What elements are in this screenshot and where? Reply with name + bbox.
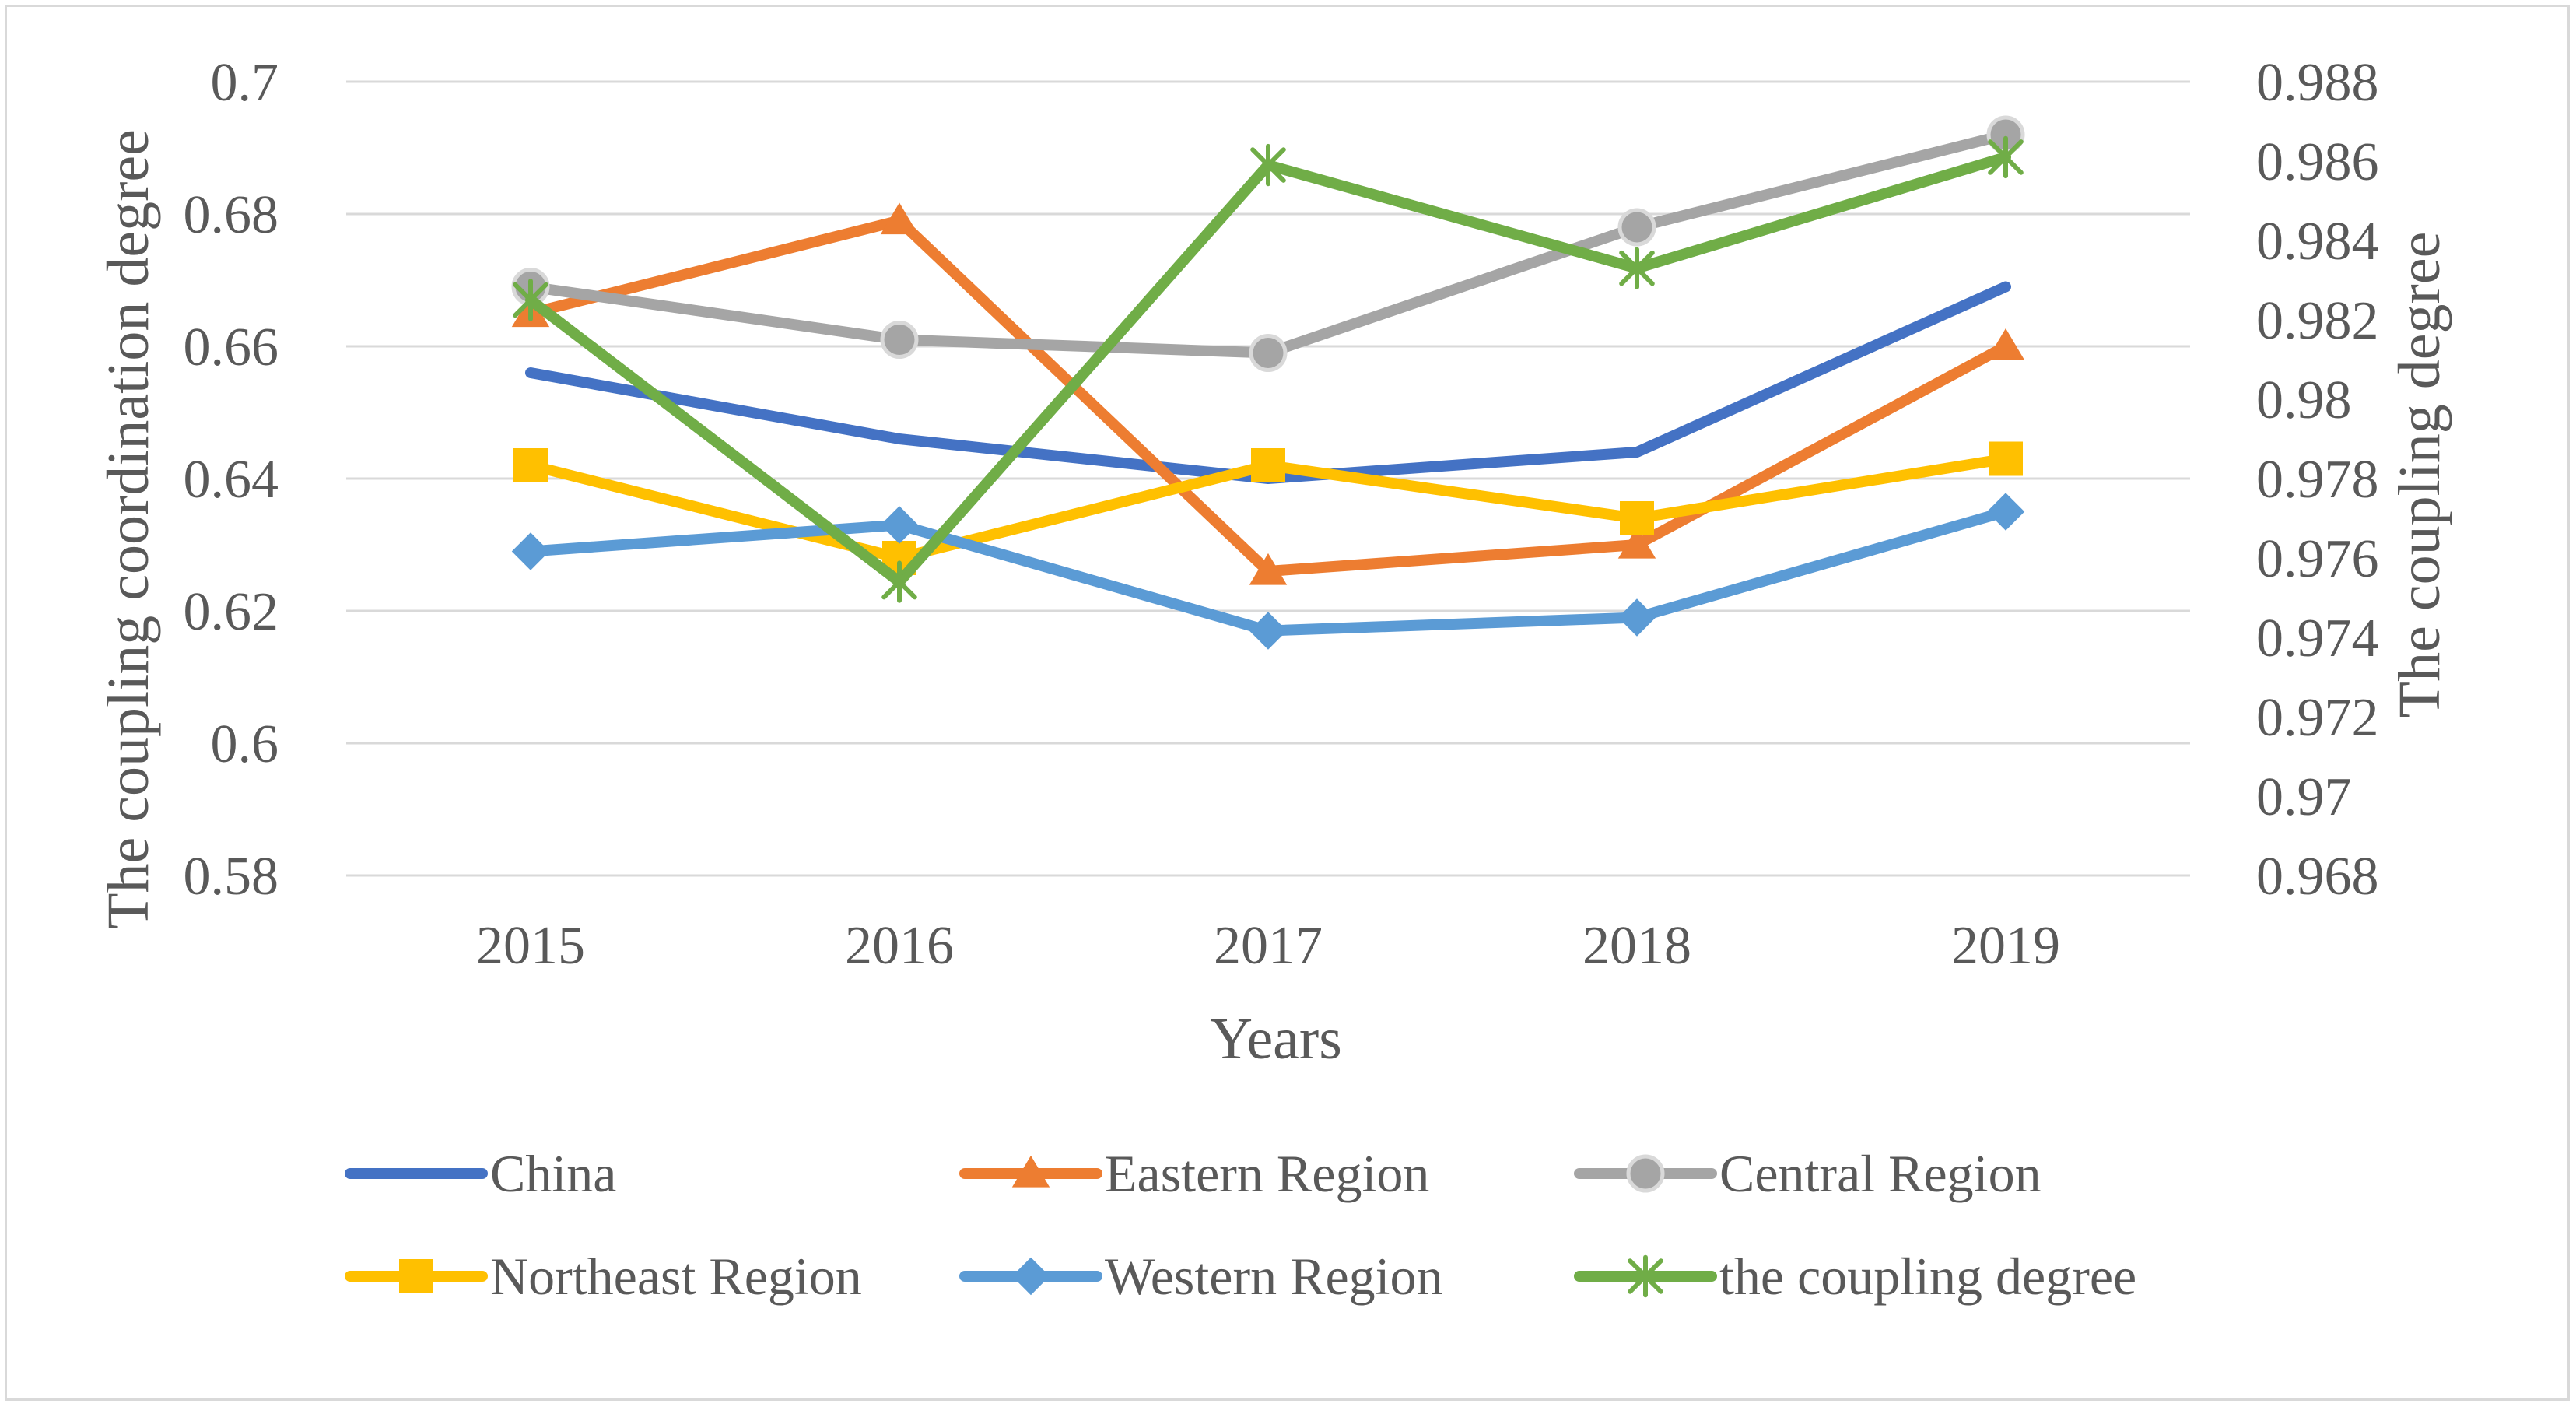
x-tick-label: 2019 [1951,916,2060,976]
y2-tick-label: 0.986 [2256,132,2379,192]
legend-item-central-region: Central Region [1574,1144,2042,1203]
circle-marker [1617,208,1656,247]
triangle-marker [1011,1155,1050,1188]
diamond-marker [1617,598,1656,637]
square-marker [1251,448,1285,482]
legend-item-china: China [345,1144,616,1203]
y-tick-label: 0.6 [211,714,279,774]
series-eastern-region [511,202,2025,585]
legend-label: China [490,1144,616,1203]
series-western-region [511,493,2025,650]
triangle-marker [880,202,919,235]
right-axis-ticks: 0.968 0.97 0.972 0.974 0.976 0.978 0.98 0.982 0.… [2256,53,2379,907]
diamond-marker [880,506,919,544]
x-tick-label: 2015 [476,916,585,976]
series-central-region [511,115,2025,372]
square-marker [1989,441,2023,476]
asterisk-marker [1628,1254,1663,1298]
diamond-marker [511,532,550,570]
legend-label: Western Region [1105,1247,1443,1306]
square-marker [399,1259,433,1293]
diamond-marker [1011,1257,1050,1296]
series-northeast-region [513,441,2023,575]
y2-tick-label: 0.982 [2256,291,2379,351]
asterisk-marker [1250,143,1286,187]
asterisk-marker [881,560,917,603]
legend-label: Eastern Region [1105,1144,1429,1203]
y-tick-label: 0.62 [184,582,279,642]
y2-axis-title: The coupling degree [2387,232,2452,718]
triangle-marker [1249,553,1288,585]
asterisk-marker [1988,135,2024,179]
y2-tick-label: 0.968 [2256,847,2379,907]
legend-item-the-coupling-degree: the coupling degree [1574,1247,2136,1306]
legend-label: Northeast Region [490,1247,862,1306]
y-tick-label: 0.68 [184,185,279,245]
y2-tick-label: 0.97 [2256,767,2352,827]
legend: China Eastern Region Central Region Northea… [345,1144,2136,1306]
y2-tick-label: 0.98 [2256,370,2352,430]
series-the-coupling-degree [513,135,2024,603]
y2-tick-label: 0.972 [2256,688,2379,748]
y-axis-title: The coupling coordination degree [96,129,161,929]
legend-label: Central Region [1719,1144,2042,1203]
y-tick-label: 0.7 [211,53,279,113]
legend-item-western-region: Western Region [959,1247,1443,1306]
x-tick-label: 2018 [1582,916,1691,976]
triangle-marker [1617,526,1656,559]
square-marker [1620,501,1654,535]
y-tick-label: 0.64 [184,450,279,510]
square-marker [513,448,548,482]
asterisk-marker [513,279,548,321]
series-group [511,115,2025,650]
legend-item-eastern-region: Eastern Region [959,1144,1429,1203]
circle-marker [880,321,919,359]
asterisk-marker [1619,247,1655,289]
y2-tick-label: 0.978 [2256,450,2379,510]
x-tick-label: 2017 [1214,916,1323,976]
y2-tick-label: 0.988 [2256,53,2379,113]
x-axis-ticks: 2015 2016 2017 2018 2019 [476,916,2060,976]
circle-marker [1249,334,1288,372]
legend-label: the coupling degree [1719,1247,2136,1306]
y2-tick-label: 0.976 [2256,529,2379,589]
triangle-marker [1986,328,2025,360]
x-axis-title: Years [1210,1006,1342,1072]
y-tick-label: 0.66 [184,318,279,377]
circle-marker [1626,1154,1665,1193]
y2-tick-label: 0.974 [2256,609,2379,668]
left-axis-ticks: 0.58 0.6 0.62 0.64 0.66 0.68 0.7 [184,53,279,907]
y-tick-label: 0.58 [184,847,279,907]
x-tick-label: 2016 [845,916,954,976]
diamond-marker [1986,493,2025,531]
y2-tick-label: 0.984 [2256,212,2379,272]
legend-item-northeast-region: Northeast Region [345,1247,862,1306]
diamond-marker [1249,612,1288,650]
